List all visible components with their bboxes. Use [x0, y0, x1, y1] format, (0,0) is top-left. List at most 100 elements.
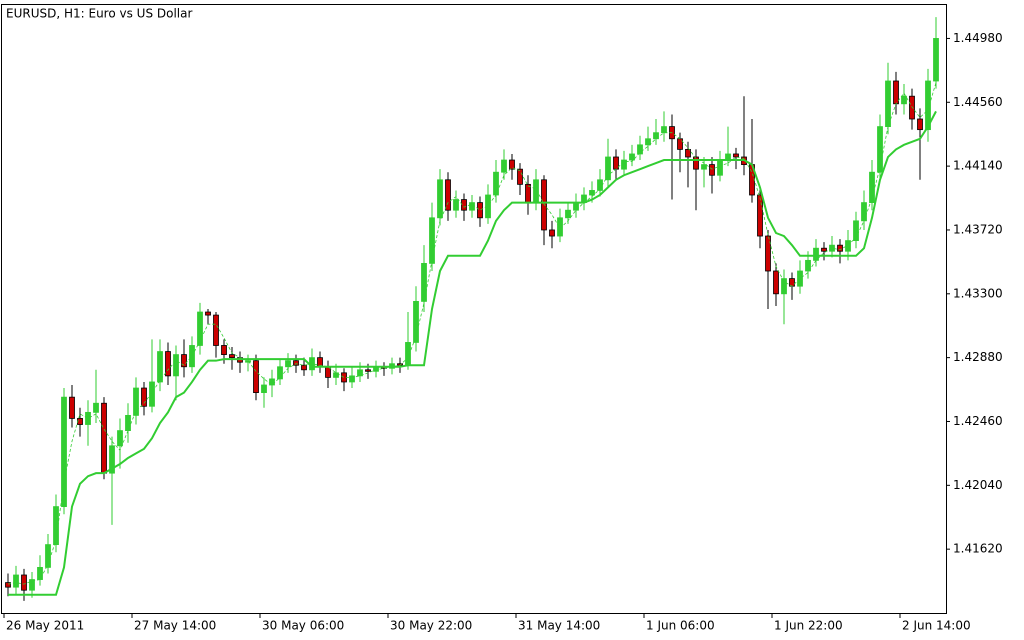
x-tick-label: 27 May 14:00 [134, 619, 216, 633]
y-tick-label: 1.43300 [953, 286, 1003, 300]
x-tick-label: 2 Jun 14:00 [902, 619, 971, 633]
candle-body [621, 159, 627, 170]
x-tick-label: 30 May 22:00 [390, 619, 472, 633]
x-tick-label: 1 Jun 22:00 [774, 619, 843, 633]
candle-body [333, 372, 339, 378]
candle-body [181, 354, 187, 368]
y-tick-label: 1.44560 [953, 95, 1003, 109]
candle-body [5, 582, 11, 588]
candle-body [549, 229, 555, 237]
candle-body [925, 80, 931, 131]
candle-body [429, 217, 435, 264]
candle-body [893, 80, 899, 105]
candle-body [589, 190, 595, 196]
candle-body [781, 278, 787, 295]
candle-body [109, 445, 115, 474]
candle-body [877, 126, 883, 173]
candle-body [37, 567, 43, 580]
candle-body [189, 345, 195, 368]
candle-body [909, 95, 915, 120]
candle-body [21, 574, 27, 591]
y-tick-label: 1.43720 [953, 222, 1003, 236]
candle-body [229, 354, 235, 359]
candle-body [485, 194, 491, 219]
candle-body [461, 199, 467, 211]
candle-body [613, 156, 619, 170]
candle-body [829, 244, 835, 252]
candle-body [605, 156, 611, 181]
candle-body [477, 202, 483, 219]
candle-body [733, 153, 739, 158]
plot-frame [1, 4, 947, 614]
candle-body [685, 148, 691, 158]
candle-body [709, 164, 715, 176]
candle-body [13, 574, 19, 588]
candle-body [149, 381, 155, 407]
candle-body [285, 360, 291, 368]
x-tick-label: 30 May 06:00 [262, 619, 344, 633]
candle-body [269, 378, 275, 386]
candle-body [501, 159, 507, 173]
candle-body [861, 202, 867, 222]
candle-body [61, 396, 67, 508]
candle-body [117, 430, 123, 447]
candle-body [629, 153, 635, 161]
candle-body [341, 372, 347, 383]
candle-body [349, 375, 355, 383]
candle-body [301, 364, 307, 371]
candle-body [533, 179, 539, 204]
indicator-line [7, 82, 937, 585]
y-tick-label: 1.42880 [953, 350, 1003, 364]
candle-body [797, 270, 803, 287]
candle-body [245, 360, 251, 363]
candle-body [93, 402, 99, 413]
x-tick-label: 31 May 14:00 [518, 619, 600, 633]
candle-body [901, 95, 907, 105]
candle-body [365, 369, 371, 372]
candle-body [357, 369, 363, 377]
candle-body [557, 217, 563, 237]
candle-body [205, 311, 211, 316]
candle-body [101, 402, 107, 474]
candle-body [805, 259, 811, 272]
candle-body [141, 387, 147, 407]
candle-body [165, 351, 171, 377]
candle-body [53, 506, 59, 546]
candle-body [701, 164, 707, 170]
candle-body [845, 240, 851, 252]
candle-body [261, 384, 267, 393]
candle-body [45, 544, 51, 568]
candle-body [525, 183, 531, 204]
x-tick-label: 1 Jun 06:00 [646, 619, 715, 633]
candle-body [469, 202, 475, 211]
candle-body [541, 179, 547, 231]
x-tick-label: 26 May 2011 [6, 619, 84, 633]
candle-body [293, 360, 299, 366]
candle-body [85, 411, 91, 425]
candle-body [565, 209, 571, 219]
candle-body [69, 396, 75, 419]
candle-body [133, 387, 139, 416]
candle-body [717, 159, 723, 176]
candle-body [885, 80, 891, 127]
candle-body [757, 194, 763, 237]
candle-body [437, 179, 443, 219]
candle-body [517, 168, 523, 185]
candle-body [933, 38, 939, 82]
candle-body [765, 235, 771, 272]
candle-body [821, 247, 827, 252]
candle-body [661, 126, 667, 134]
indicator-line [8, 110, 937, 596]
candle-body [837, 244, 843, 252]
y-tick-label: 1.42040 [953, 478, 1003, 492]
candle-body [197, 311, 203, 346]
candle-body [773, 270, 779, 295]
chart-title: EURUSD, H1: Euro vs US Dollar [6, 7, 192, 21]
candle-body [221, 345, 227, 356]
candle-body [213, 314, 219, 346]
candle-body [253, 360, 259, 393]
candle-body [413, 300, 419, 343]
y-tick-label: 1.44140 [953, 159, 1003, 173]
